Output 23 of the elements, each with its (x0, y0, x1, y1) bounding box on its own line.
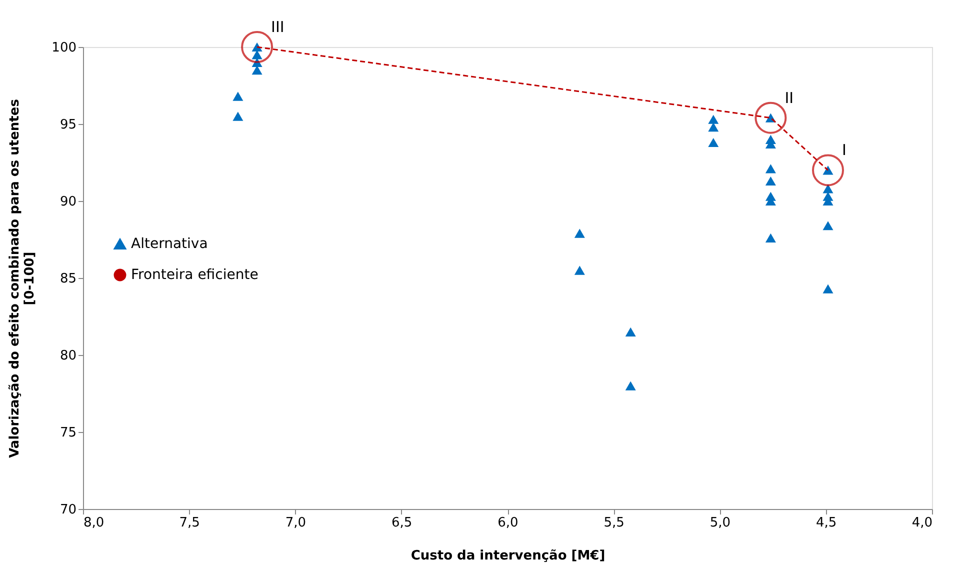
y-tick-label: 70 (60, 502, 76, 518)
x-tick-label: 7,5 (179, 516, 200, 530)
x-tick-label: 5,5 (604, 516, 624, 530)
x-tick-label: 6,0 (498, 516, 518, 530)
x-tick-label: 5,0 (710, 516, 731, 530)
y-tick-label: 90 (60, 194, 76, 210)
y-tick-label: 75 (60, 426, 76, 440)
annotation: II (784, 88, 794, 107)
x-tick-label: 4,0 (912, 516, 932, 530)
x-tick-label: 8,0 (84, 516, 104, 530)
x-tick-label: 6,5 (392, 516, 412, 530)
legend-label: Alternativa (131, 236, 208, 252)
x-tick-label: 7,0 (285, 516, 306, 530)
y-tick-label: 80 (60, 348, 76, 364)
legend-label: Fronteira eficiente (131, 267, 258, 283)
y-tick-label: 95 (60, 118, 76, 132)
x-axis-title: Custo da intervenção [M€] (410, 548, 606, 564)
y-tick-label: 85 (60, 272, 76, 286)
y-axis-title: Valorização do efeito combinado para os utentes [0-100] (8, 98, 38, 458)
y-tick-label: 100 (52, 40, 76, 56)
x-tick-label: 4,5 (816, 516, 837, 530)
annotation: III (271, 18, 284, 36)
annotation: I (842, 141, 846, 160)
